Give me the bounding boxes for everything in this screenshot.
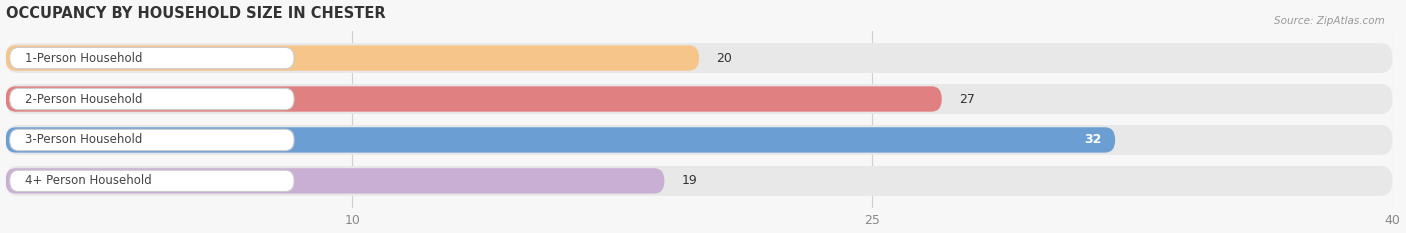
FancyBboxPatch shape bbox=[6, 125, 1392, 155]
FancyBboxPatch shape bbox=[6, 84, 1392, 114]
FancyBboxPatch shape bbox=[10, 129, 294, 151]
FancyBboxPatch shape bbox=[10, 88, 294, 110]
FancyBboxPatch shape bbox=[10, 47, 294, 69]
FancyBboxPatch shape bbox=[6, 86, 942, 112]
FancyBboxPatch shape bbox=[6, 166, 1392, 196]
Text: OCCUPANCY BY HOUSEHOLD SIZE IN CHESTER: OCCUPANCY BY HOUSEHOLD SIZE IN CHESTER bbox=[6, 6, 385, 21]
Text: 1-Person Household: 1-Person Household bbox=[25, 51, 142, 65]
FancyBboxPatch shape bbox=[10, 170, 294, 192]
Text: 3-Person Household: 3-Person Household bbox=[25, 134, 142, 147]
FancyBboxPatch shape bbox=[6, 43, 1392, 73]
Text: Source: ZipAtlas.com: Source: ZipAtlas.com bbox=[1274, 16, 1385, 26]
Text: 4+ Person Household: 4+ Person Household bbox=[25, 174, 152, 187]
Text: 32: 32 bbox=[1084, 134, 1101, 147]
Text: 20: 20 bbox=[717, 51, 733, 65]
Text: 19: 19 bbox=[682, 174, 697, 187]
Text: 2-Person Household: 2-Person Household bbox=[25, 93, 142, 106]
FancyBboxPatch shape bbox=[6, 127, 1115, 153]
FancyBboxPatch shape bbox=[6, 168, 665, 194]
Text: 27: 27 bbox=[959, 93, 974, 106]
FancyBboxPatch shape bbox=[6, 45, 699, 71]
